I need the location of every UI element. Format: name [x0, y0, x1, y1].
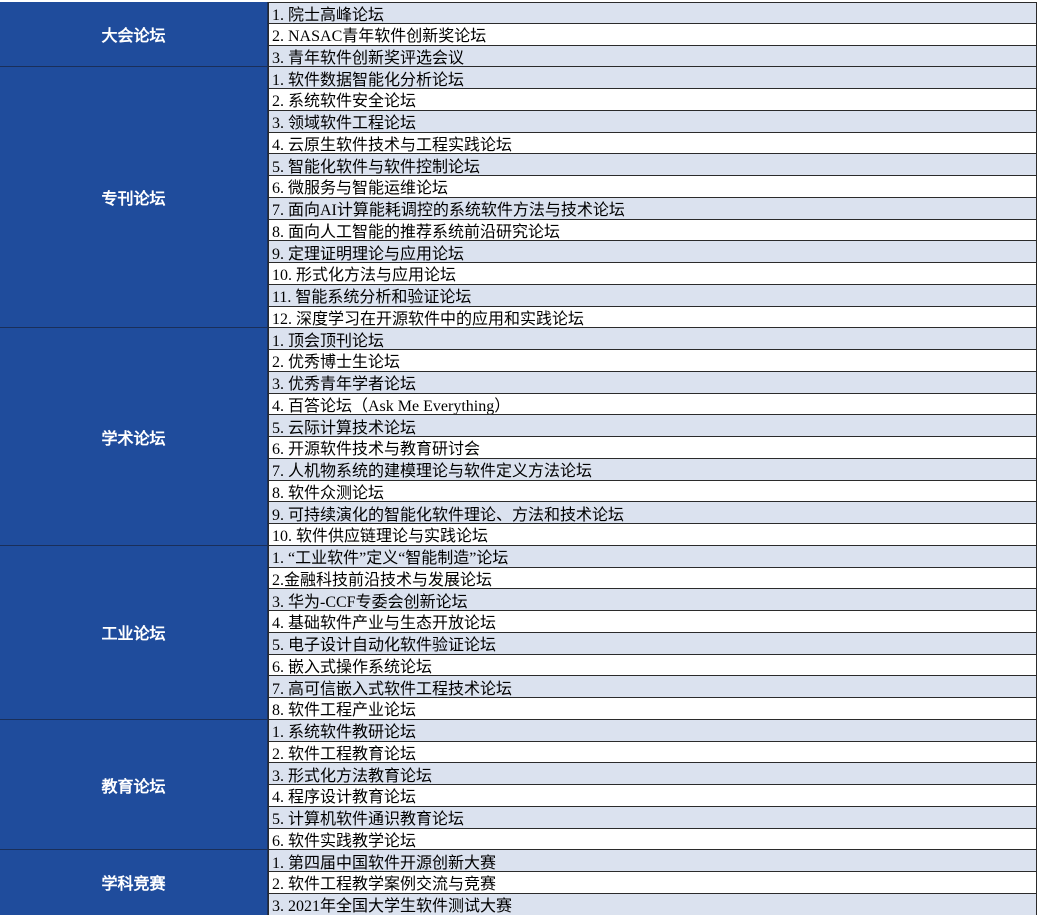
forum-item: 1. 院士高峰论坛 — [268, 2, 1037, 24]
forum-item: 2. 系统软件安全论坛 — [268, 89, 1037, 111]
forum-item: 9. 可持续演化的智能化软件理论、方法和技术论坛 — [268, 502, 1037, 524]
forum-item: 10. 形式化方法与应用论坛 — [268, 263, 1037, 285]
forum-item: 2. NASAC青年软件创新奖论坛 — [268, 23, 1037, 46]
forum-item: 1. 第四届中国软件开源创新大赛 — [268, 850, 1037, 872]
forum-item: 3. 领域软件工程论坛 — [268, 110, 1037, 133]
forum-item: 6. 软件实践教学论坛 — [268, 828, 1037, 851]
group-name: 工业论坛 — [0, 545, 268, 720]
forum-item: 8. 软件工程产业论坛 — [268, 698, 1037, 720]
forum-item: 8. 软件众测论坛 — [268, 480, 1037, 503]
forum-item: 7. 人机物系统的建模理论与软件定义方法论坛 — [268, 458, 1037, 481]
forum-item: 1. “工业软件”定义“智能制造”论坛 — [268, 545, 1037, 568]
forum-item: 5. 电子设计自动化软件验证论坛 — [268, 632, 1037, 655]
forum-item: 4. 基础软件产业与生态开放论坛 — [268, 611, 1037, 633]
group-name: 专刊论坛 — [0, 67, 268, 329]
forum-item: 8. 面向人工智能的推荐系统前沿研究论坛 — [268, 219, 1037, 242]
forum-item: 6. 开源软件技术与教育研讨会 — [268, 437, 1037, 459]
forum-item: 2. 软件工程教育论坛 — [268, 741, 1037, 764]
forum-item: 1. 顶会顶刊论坛 — [268, 328, 1037, 350]
forum-item: 3. 优秀青年学者论坛 — [268, 371, 1037, 394]
forum-item: 1. 软件数据智能化分析论坛 — [268, 67, 1037, 89]
forum-item: 4. 百答论坛（Ask Me Everything） — [268, 393, 1037, 416]
forum-item: 7. 面向AI计算能耗调控的系统软件方法与技术论坛 — [268, 197, 1037, 220]
group-name: 学术论坛 — [0, 328, 268, 546]
group-name: 学科竞赛 — [0, 850, 268, 915]
forum-item: 6. 嵌入式操作系统论坛 — [268, 654, 1037, 677]
group-name: 大会论坛 — [0, 2, 268, 68]
forum-item: 5. 计算机软件通识教育论坛 — [268, 806, 1037, 829]
forum-item: 2.金融科技前沿技术与发展论坛 — [268, 567, 1037, 590]
group-name: 教育论坛 — [0, 719, 268, 851]
forum-item: 2. 软件工程教学案例交流与竞赛 — [268, 872, 1037, 894]
forum-item: 3. 华为-CCF专委会创新论坛 — [268, 589, 1037, 611]
forum-item: 10. 软件供应链理论与实践论坛 — [268, 524, 1037, 546]
forum-item: 7. 高可信嵌入式软件工程技术论坛 — [268, 676, 1037, 698]
forum-item: 9. 定理证明理论与应用论坛 — [268, 241, 1037, 263]
forum-item: 6. 微服务与智能运维论坛 — [268, 176, 1037, 198]
forum-item: 2. 优秀博士生论坛 — [268, 350, 1037, 372]
forum-item: 1. 系统软件教研论坛 — [268, 719, 1037, 742]
forum-item: 4. 云原生软件技术与工程实践论坛 — [268, 132, 1037, 155]
forum-item: 11. 智能系统分析和验证论坛 — [268, 284, 1037, 307]
forum-item: 3. 2021年全国大学生软件测试大赛 — [268, 893, 1037, 915]
forum-item: 5. 智能化软件与软件控制论坛 — [268, 154, 1037, 176]
forum-item: 3. 青年软件创新奖评选会议 — [268, 45, 1037, 68]
forum-item: 4. 程序设计教育论坛 — [268, 785, 1037, 807]
forum-item: 3. 形式化方法教育论坛 — [268, 763, 1037, 785]
forum-item: 5. 云际计算技术论坛 — [268, 415, 1037, 437]
forum-item: 12. 深度学习在开源软件中的应用和实践论坛 — [268, 306, 1037, 329]
